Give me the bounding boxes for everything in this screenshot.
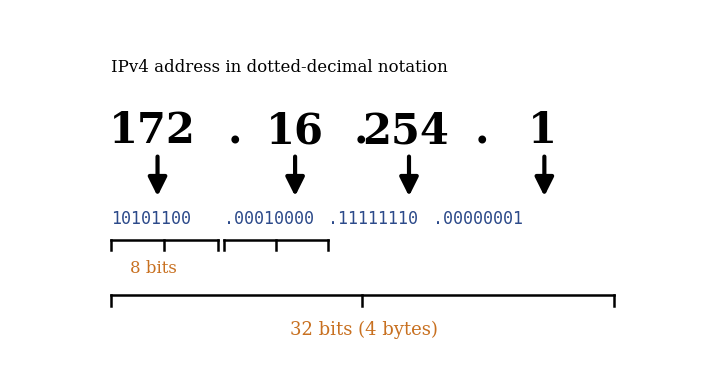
Text: 8 bits: 8 bits: [130, 260, 177, 277]
Text: 172: 172: [109, 110, 195, 152]
Text: .00010000: .00010000: [224, 210, 314, 228]
Text: 254: 254: [361, 110, 449, 152]
Text: .: .: [227, 110, 242, 152]
Text: .: .: [475, 110, 489, 152]
Text: .00000001: .00000001: [432, 210, 523, 228]
Text: 32 bits (4 bytes): 32 bits (4 bytes): [290, 321, 438, 339]
Text: IPv4 address in dotted-decimal notation: IPv4 address in dotted-decimal notation: [111, 59, 447, 76]
Text: .11111110: .11111110: [328, 210, 418, 228]
Text: 10101100: 10101100: [111, 210, 191, 228]
Text: .: .: [354, 110, 368, 152]
Text: 16: 16: [266, 110, 324, 152]
Text: 1: 1: [528, 110, 557, 152]
